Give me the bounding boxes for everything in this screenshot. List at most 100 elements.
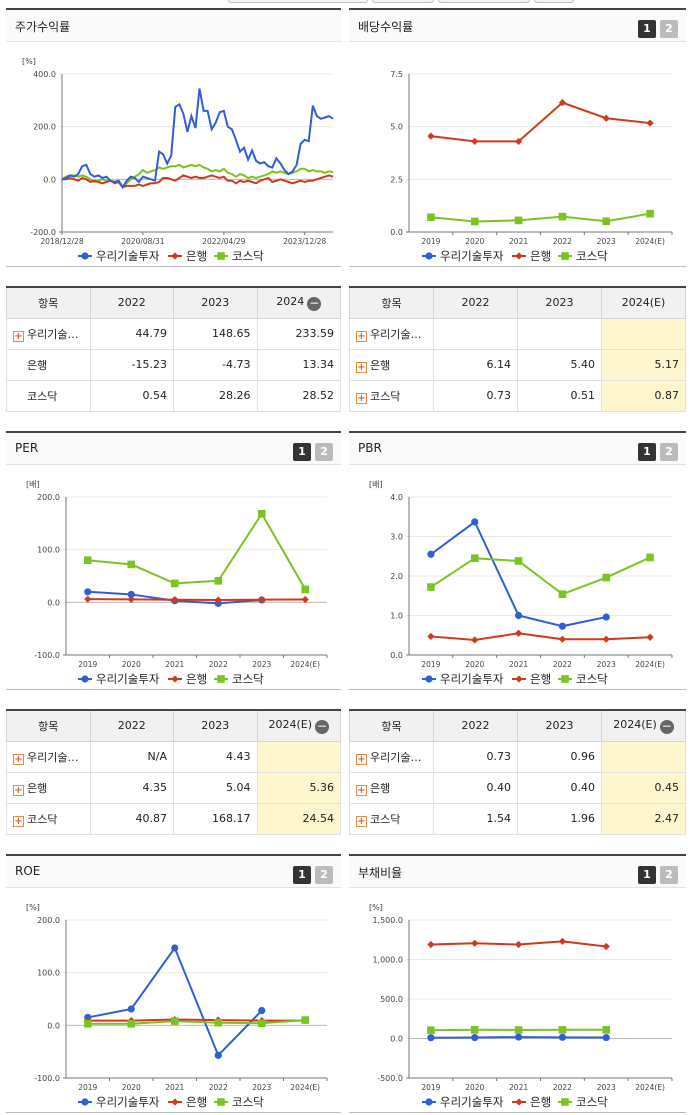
pbr-table: 항목 2022 2023 2024(E) − + 우리기술… 0.73 0.96 + 은행 0.40 0… <box>349 709 686 835</box>
data-point <box>558 622 567 630</box>
data-point <box>558 937 567 945</box>
y-tick-label: 400.0 <box>33 70 56 79</box>
table-row: + 우리기술… 44.79 148.65 233.59 <box>6 317 341 350</box>
chart-tab-2-button[interactable]: 2 <box>660 443 678 461</box>
data-point <box>427 1026 435 1035</box>
legend-label: 우리기술투자 <box>96 672 160 686</box>
data-point <box>558 635 567 643</box>
table-cell: 2.47 <box>601 802 686 835</box>
expand-row-icon[interactable]: + <box>13 784 24 796</box>
x-tick-label: 2019 <box>421 1083 440 1092</box>
row-label: + 은행 <box>6 771 91 804</box>
x-tick-label: 2018/12/28 <box>40 237 83 246</box>
chart-tab-2-button[interactable]: 2 <box>660 866 678 884</box>
chart-tab-1-button[interactable]: 1 <box>638 866 656 884</box>
x-tick-label: 2024(E) <box>635 660 665 669</box>
expand-row-icon[interactable]: + <box>356 815 367 827</box>
data-point <box>602 217 611 226</box>
column-header: 2022 <box>89 286 174 319</box>
expand-row-icon[interactable]: + <box>356 784 367 796</box>
series-line <box>430 520 607 628</box>
data-point <box>602 635 610 643</box>
data-point <box>514 557 523 565</box>
data-point <box>558 590 567 598</box>
legend-label: 은행 <box>186 249 207 263</box>
collapse-column-button[interactable]: − <box>659 718 674 734</box>
column-header: 2024(E) <box>601 286 686 319</box>
chart-tab-1-button[interactable]: 1 <box>293 866 311 884</box>
data-point <box>602 1033 610 1042</box>
data-point <box>214 577 223 585</box>
column-header: 항목 <box>349 709 434 742</box>
y-tick-label: 1.0 <box>390 612 403 621</box>
series-line <box>430 556 651 596</box>
collapse-column-button[interactable]: − <box>315 718 330 734</box>
chart-tab-1-button[interactable]: 1 <box>638 20 656 38</box>
table-cell: 0.73 <box>433 379 518 412</box>
data-point <box>83 1019 92 1028</box>
column-header: 2024(E) − <box>601 709 686 742</box>
table-row: + 우리기술… N/A 4.43 <box>6 740 341 773</box>
data-point <box>471 939 479 947</box>
data-point <box>427 213 435 222</box>
legend-swatch-marker <box>425 252 433 260</box>
chart-tab-2-button[interactable]: 2 <box>660 20 678 38</box>
y-tick-label: 1,500.0 <box>372 916 403 925</box>
chart-tab-1-button[interactable]: 1 <box>293 443 311 461</box>
table-cell: 1.54 <box>433 802 518 835</box>
roe-chart: 200.0 100.0 0.0 -100.0 [%] 2019 2020 2021 2022 20… <box>26 903 328 1109</box>
column-header: 항목 <box>6 286 91 319</box>
data-point <box>214 1051 222 1059</box>
x-tick-label: 2023 <box>252 1083 271 1092</box>
expand-row-icon[interactable]: + <box>13 330 24 342</box>
data-point <box>427 550 435 558</box>
legend-label: 은행 <box>530 672 551 686</box>
legend-label: 우리기술투자 <box>440 672 504 686</box>
data-point <box>514 216 523 225</box>
data-point <box>84 595 92 603</box>
data-point <box>427 1034 435 1042</box>
legend-swatch-marker <box>217 1098 225 1106</box>
x-tick-label: 2024(E) <box>290 660 320 669</box>
y-tick-label: 1,000.0 <box>372 956 403 965</box>
expand-row-icon[interactable]: + <box>13 753 24 765</box>
y-tick-label: 500.0 <box>380 995 403 1004</box>
y-tick-label: 7.5 <box>390 70 403 79</box>
table-row: + 우리기술… 0.73 0.96 <box>349 740 686 773</box>
legend-label: 코스닥 <box>232 249 264 263</box>
x-tick-label: 2023 <box>597 237 616 246</box>
expand-row-icon[interactable]: + <box>356 392 367 404</box>
y-tick-label: 100.0 <box>37 546 60 555</box>
expand-row-icon[interactable]: + <box>356 753 367 765</box>
data-point <box>83 556 92 564</box>
expand-row-icon[interactable]: + <box>13 815 24 827</box>
dividend-yield-table: 항목 2022 2023 2024(E) + 우리기술… + 은행 6.14 5.40 5.17 + 코… <box>349 286 686 412</box>
price-return-panel: 주가수익률 400.0 200.0 0.0 -200.0 [%] 2018/12/28 20… <box>6 8 341 267</box>
x-tick-label: 2023 <box>252 660 271 669</box>
x-tick-label: 2021 <box>165 1083 184 1092</box>
data-point <box>558 1026 567 1034</box>
data-point <box>602 114 610 122</box>
table-cell: 0.87 <box>601 379 686 412</box>
expand-row-icon[interactable]: + <box>356 361 367 373</box>
column-header: 2024− <box>256 286 341 319</box>
table-cell: 4.35 <box>89 771 174 804</box>
legend-swatch-marker <box>171 675 179 683</box>
x-tick-label: 2022 <box>209 660 228 669</box>
data-point <box>514 940 523 949</box>
column-header: 2023 <box>517 286 602 319</box>
table-cell: 0.40 <box>433 771 518 804</box>
data-point <box>646 209 654 218</box>
per-table: 항목 2022 2023 2024(E) − + 우리기술… N/A 4.43 + 은행 4.35 5.… <box>6 709 341 835</box>
chart-tab-2-button[interactable]: 2 <box>315 443 333 461</box>
series-line <box>87 1018 306 1022</box>
collapse-column-button[interactable]: − <box>307 295 322 311</box>
chart-tab-2-button[interactable]: 2 <box>315 866 333 884</box>
legend-swatch-marker <box>561 675 569 683</box>
expand-row-icon[interactable]: + <box>356 330 367 342</box>
y-tick-label: 0.0 <box>43 175 56 184</box>
y-tick-label: -500.0 <box>377 1074 403 1083</box>
chart-tab-1-button[interactable]: 1 <box>638 443 656 461</box>
